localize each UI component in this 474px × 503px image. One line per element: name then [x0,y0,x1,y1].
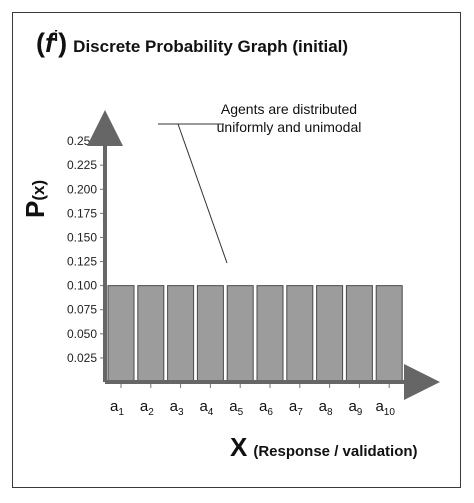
y-tick-label: 0.050 [67,327,97,341]
x-tick-label: a9 [348,398,362,418]
chart-frame [12,12,461,488]
bar [286,285,314,383]
x-tick-label: a3 [170,398,184,418]
bar [345,285,373,383]
y-tick-label: 0.075 [67,303,97,317]
x-tick-label: a1 [110,398,124,418]
y-axis-label: P(x) [20,180,50,218]
title-superscript: i [54,28,58,45]
bar [137,285,165,383]
x-tick-label: a8 [319,398,333,418]
y-tick-label: 0.250 [67,134,97,148]
x-tick-label: a4 [199,398,213,418]
y-tick-label: 0.175 [67,206,97,220]
annotation-line-1: Agents are distributed [221,101,357,117]
bar [375,285,403,383]
y-tick-label: 0.025 [67,351,97,365]
x-tick-label: a6 [259,398,273,418]
x-tick-label: a10 [375,398,395,418]
annotation-arrow [177,123,228,264]
bar [316,285,344,383]
title-text: Discrete Probability Graph (initial) [73,37,348,56]
x-tick-label: a7 [289,398,303,418]
x-tick-label: a5 [229,398,243,418]
chart-title: (fi) Discrete Probability Graph (initial) [36,28,348,58]
y-tick-label: 0.100 [67,279,97,293]
y-tick-label: 0.150 [67,230,97,244]
x-axis-label: X (Response / validation) [230,432,418,462]
y-tick-label: 0.225 [67,158,97,172]
y-tick-label: 0.125 [67,255,97,269]
annotation-line-2: uniformly and unimodal [217,119,362,135]
bar [226,285,254,383]
x-tick-label: a2 [140,398,154,418]
bar [107,285,135,383]
bar [256,285,284,383]
bar [167,285,195,383]
bar [196,285,224,383]
y-tick-label: 0.200 [67,182,97,196]
